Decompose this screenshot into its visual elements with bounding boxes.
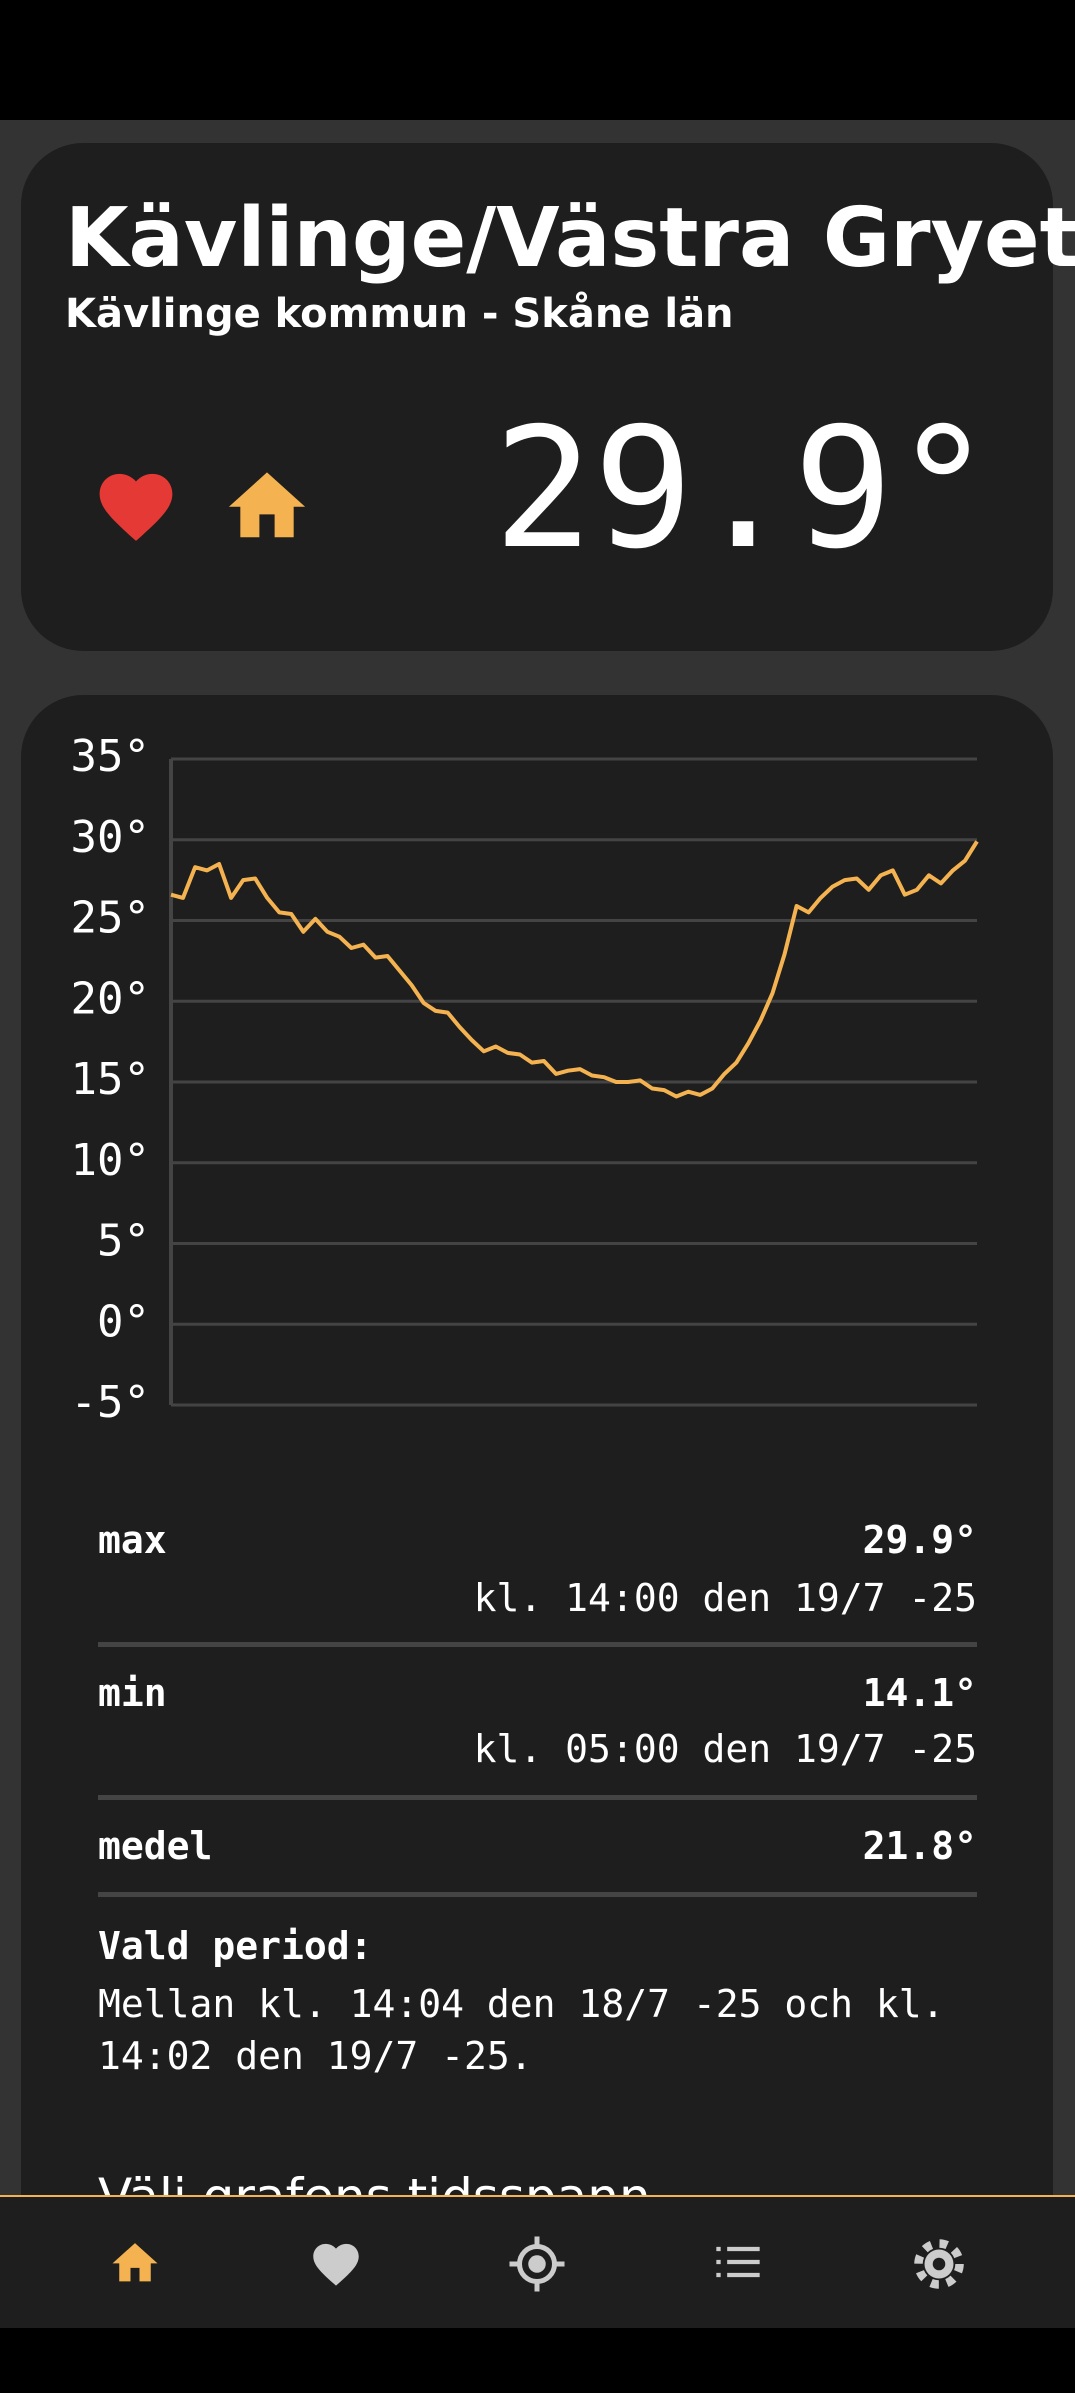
separator [98, 1892, 977, 1897]
y-tick-label: 25° [71, 893, 150, 944]
y-tick-label: 30° [71, 812, 150, 863]
location-title: Kävlinge/Västra Gryet [65, 191, 1075, 286]
system-bar [0, 2328, 1075, 2393]
separator [98, 1642, 977, 1647]
period-text: Mellan kl. 14:04 den 18/7 -25 och kl. 14… [98, 1982, 945, 2078]
details-card [21, 695, 1053, 2393]
stat-time: kl. 05:00 den 19/7 -25 [473, 1727, 977, 1771]
stat-time: kl. 14:00 den 19/7 -25 [473, 1576, 977, 1620]
y-tick-label: 5° [97, 1216, 150, 1267]
location-subtitle: Kävlinge kommun - Skåne län [65, 291, 734, 337]
stat-value: 29.9° [862, 1518, 977, 1562]
temperature-chart: -5° 0° 5° 10° 15° 20° 25° 30° 35° [71, 731, 979, 1428]
temperature-line [170, 840, 979, 1099]
stat-label: min [98, 1671, 167, 1715]
status-bar [0, 0, 1075, 120]
separator [98, 1795, 977, 1800]
y-tick-label: 35° [71, 731, 150, 782]
nav-settings[interactable] [910, 2235, 968, 2293]
y-tick-label: 10° [71, 1135, 150, 1186]
nav-nearby[interactable] [507, 2234, 567, 2294]
y-tick-label: 0° [97, 1296, 150, 1347]
y-tick-label: 20° [71, 973, 150, 1024]
stat-value: 21.8° [862, 1824, 977, 1868]
location-card: Kävlinge/Västra Gryet Kävlinge kommun - … [21, 143, 1075, 651]
period-heading: Vald period: [98, 1924, 373, 1968]
nav-list[interactable] [712, 2240, 764, 2284]
bottom-navigation [0, 2195, 1075, 2330]
nav-home[interactable] [108, 2235, 162, 2285]
nav-favorites[interactable] [308, 2237, 364, 2287]
y-tick-label: -5° [71, 1377, 150, 1428]
stat-label: medel [98, 1824, 213, 1868]
current-temperature: 29.9° [493, 393, 993, 586]
stat-label: max [98, 1518, 167, 1562]
favorite-icon[interactable] [91, 463, 181, 543]
y-tick-label: 15° [71, 1054, 150, 1105]
stat-value: 14.1° [862, 1671, 977, 1715]
home-location-icon[interactable] [221, 461, 313, 541]
